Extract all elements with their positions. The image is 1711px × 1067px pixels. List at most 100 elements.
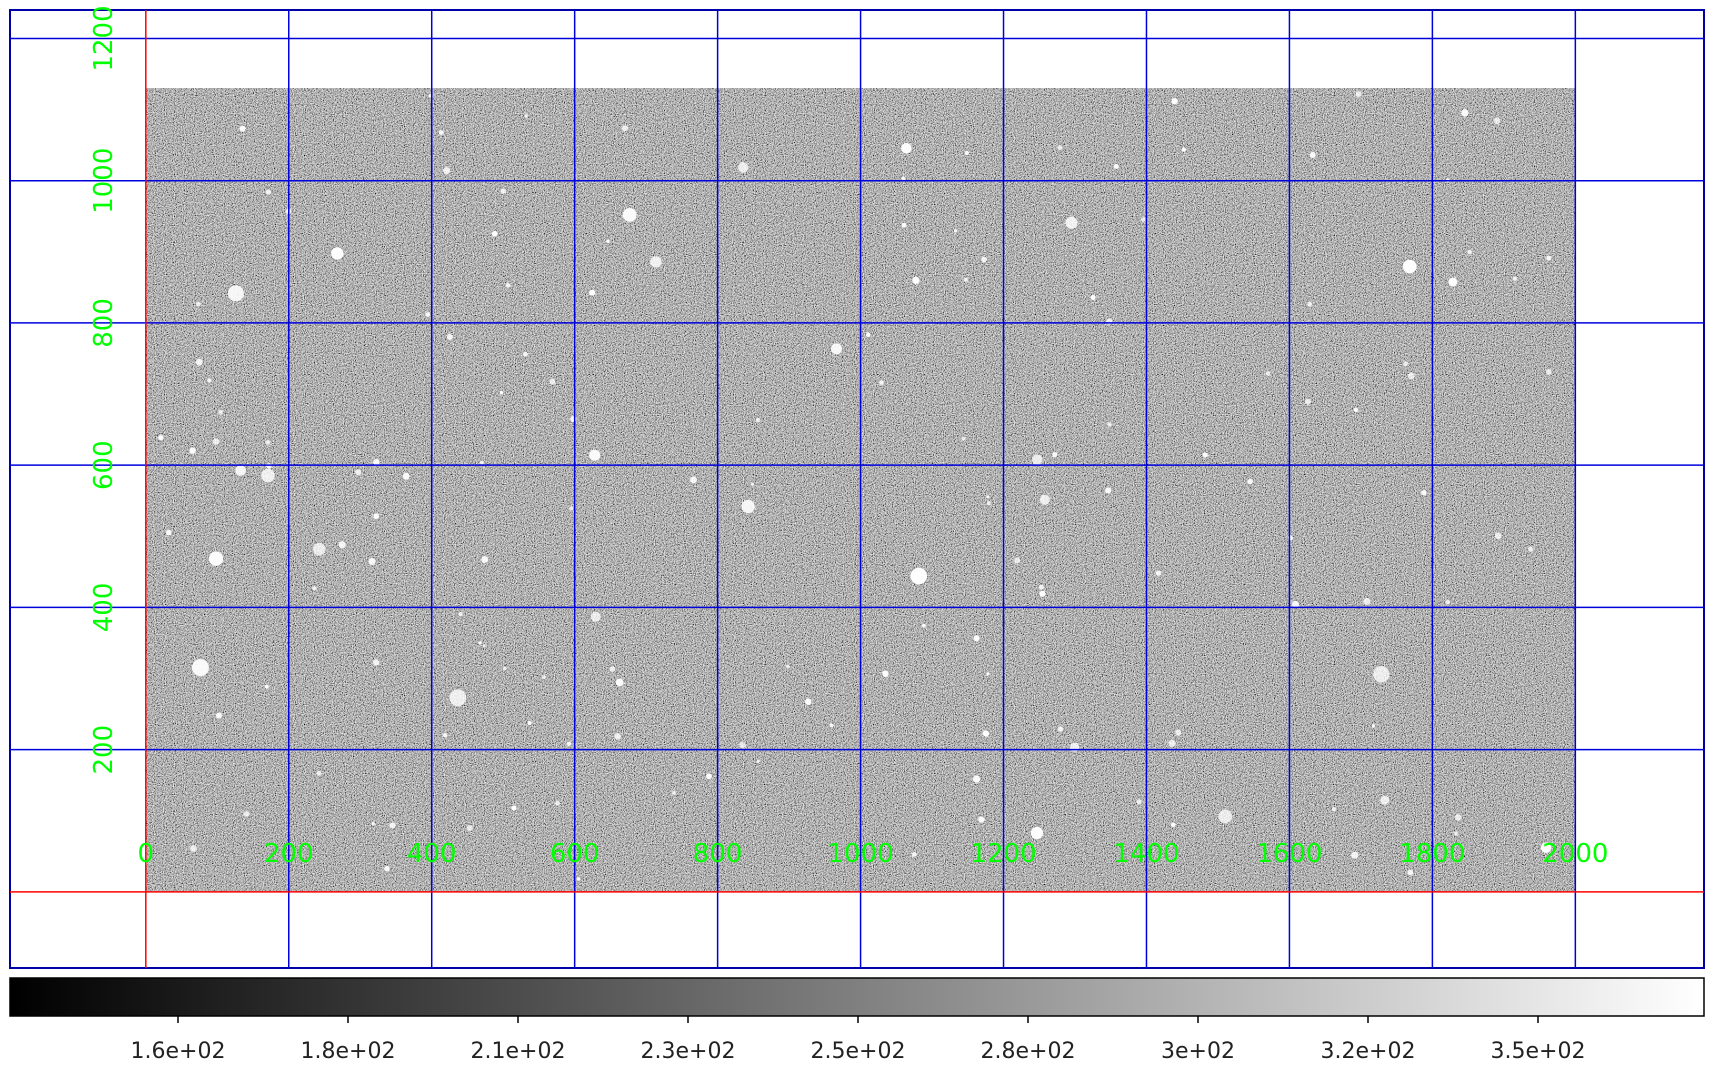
star xyxy=(566,741,572,746)
star xyxy=(973,635,980,642)
star xyxy=(1380,795,1390,805)
star xyxy=(1030,826,1044,840)
star xyxy=(338,541,346,549)
star xyxy=(1363,597,1371,605)
star xyxy=(1065,216,1078,229)
star xyxy=(922,623,926,628)
colorbar-tick-label: 1.6e+02 xyxy=(131,1039,226,1064)
star xyxy=(590,611,601,622)
star xyxy=(1546,369,1552,375)
star xyxy=(312,542,326,556)
star xyxy=(1287,535,1293,541)
star xyxy=(650,256,662,268)
star xyxy=(500,188,506,194)
star xyxy=(1141,217,1146,222)
star xyxy=(481,556,489,563)
star xyxy=(1107,422,1112,427)
star xyxy=(265,440,271,445)
y-axis-labels: 200 400 600 800 1000 1200 xyxy=(89,5,119,774)
star xyxy=(1453,831,1459,836)
star xyxy=(215,712,222,719)
star xyxy=(1546,255,1552,261)
star xyxy=(1351,851,1359,859)
star xyxy=(1136,799,1142,805)
star xyxy=(1494,532,1502,540)
star xyxy=(1512,276,1518,281)
star xyxy=(911,852,917,857)
x-tick-label: 200 xyxy=(264,839,314,869)
star xyxy=(829,723,834,728)
star xyxy=(1353,407,1359,413)
star xyxy=(879,380,884,385)
star xyxy=(621,125,629,132)
colorbar-tick-label: 3.5e+02 xyxy=(1491,1039,1586,1064)
display-frame xyxy=(9,9,1705,969)
star xyxy=(196,301,201,307)
colorbar-ticks: 1.6e+02 1.8e+02 2.1e+02 2.3e+02 2.5e+02 2.8e+… xyxy=(131,1016,1586,1064)
star xyxy=(316,770,322,776)
x-tick-label: 600 xyxy=(550,839,600,869)
star xyxy=(1105,487,1112,494)
star xyxy=(739,742,746,749)
star xyxy=(963,277,968,282)
star xyxy=(1057,145,1063,151)
star xyxy=(706,773,712,780)
star xyxy=(1371,724,1376,728)
colorbar-tick-label: 2.5e+02 xyxy=(811,1039,906,1064)
colorbar[interactable]: 1.6e+02 1.8e+02 2.1e+02 2.3e+02 2.5e+02 2.8e+… xyxy=(9,977,1705,1064)
star xyxy=(1528,546,1534,552)
star xyxy=(786,664,790,669)
star xyxy=(1467,249,1472,255)
star xyxy=(690,476,697,484)
star xyxy=(1168,739,1176,747)
star xyxy=(243,811,250,817)
star xyxy=(981,256,987,263)
star xyxy=(555,800,560,806)
star xyxy=(1265,371,1271,376)
star xyxy=(1461,109,1469,117)
star xyxy=(1454,814,1462,821)
y-tick-label: 400 xyxy=(89,583,119,633)
star xyxy=(672,790,676,795)
star xyxy=(1448,277,1458,287)
star xyxy=(266,463,272,469)
x-tick-label: 1200 xyxy=(970,839,1036,869)
star xyxy=(986,501,991,506)
star xyxy=(1218,809,1233,824)
star xyxy=(1493,117,1501,125)
colorbar-tick-label: 2.3e+02 xyxy=(641,1039,736,1064)
star xyxy=(751,482,755,486)
star xyxy=(866,332,871,337)
star xyxy=(373,659,380,666)
x-tick-label: 800 xyxy=(693,839,743,869)
star xyxy=(190,845,197,852)
x-tick-label: 1800 xyxy=(1399,839,1465,869)
star xyxy=(738,162,749,173)
star xyxy=(756,759,760,763)
star xyxy=(1171,98,1178,105)
colorbar-tick-label: 1.8e+02 xyxy=(301,1039,396,1064)
star xyxy=(373,513,380,520)
star xyxy=(589,289,596,296)
star xyxy=(499,390,504,395)
star xyxy=(402,472,410,480)
x-tick-label: 400 xyxy=(407,839,457,869)
star xyxy=(524,114,528,118)
star xyxy=(1038,584,1044,590)
star xyxy=(964,150,970,156)
colorbar-tick-label: 3e+02 xyxy=(1161,1039,1235,1064)
star xyxy=(458,611,463,617)
star xyxy=(208,551,224,566)
x-tick-label: 1000 xyxy=(827,839,893,869)
star xyxy=(189,447,196,454)
star xyxy=(443,167,451,175)
star xyxy=(1039,494,1050,505)
star xyxy=(479,460,484,465)
star xyxy=(882,670,889,677)
colorbar-gradient[interactable] xyxy=(9,977,1705,1017)
star xyxy=(978,816,985,823)
star xyxy=(1407,372,1415,380)
star xyxy=(312,586,317,591)
